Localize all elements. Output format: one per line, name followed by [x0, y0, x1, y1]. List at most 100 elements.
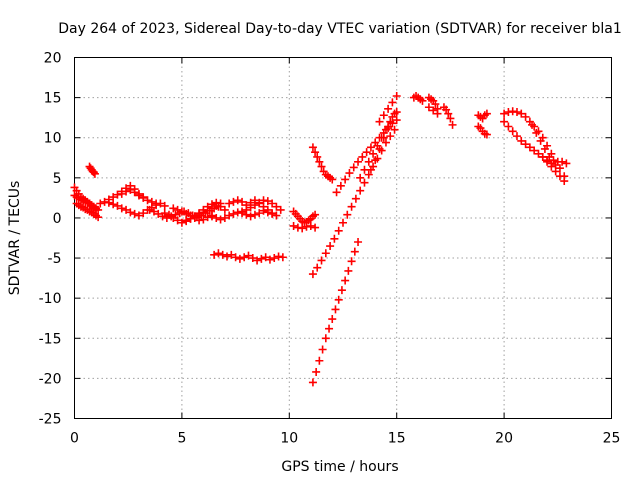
y-axis-label: SDTVAR / TECUs [7, 181, 23, 296]
data-point [433, 109, 442, 118]
data-point [555, 172, 564, 181]
data-point [386, 132, 395, 141]
data-point [504, 108, 513, 117]
data-point [274, 252, 283, 261]
data-point [354, 157, 363, 166]
data-point [149, 207, 158, 216]
data-point [375, 144, 384, 153]
data-point [339, 218, 347, 227]
data-point [334, 226, 343, 235]
x-tick-label: 25 [603, 431, 621, 447]
x-axis-label: GPS time / hours [281, 459, 398, 475]
y-tick-label: -15 [39, 331, 62, 347]
data-point [212, 198, 221, 207]
data-point [177, 218, 186, 227]
chart-title: Day 264 of 2023, Sidereal Day-to-day VTE… [58, 21, 621, 37]
data-point [536, 136, 545, 145]
data-point [308, 270, 317, 279]
data-point [190, 212, 199, 221]
plot-frame [74, 57, 612, 419]
data-point [356, 186, 365, 195]
series-arc-w [375, 92, 401, 126]
data-point [218, 250, 227, 259]
y-tick-label: 10 [44, 131, 62, 147]
x-tick-label: 0 [70, 431, 79, 447]
data-point [203, 202, 212, 211]
data-point [364, 157, 373, 166]
y-tick-label: 15 [44, 91, 62, 107]
series-arc-ah [538, 152, 569, 186]
data-point [244, 251, 253, 260]
data-point [250, 201, 259, 210]
data-point [306, 221, 315, 230]
data-point [392, 108, 401, 117]
data-point [318, 345, 327, 354]
data-point [246, 203, 255, 212]
data-point [263, 197, 272, 206]
data-point [360, 178, 369, 187]
data-point [328, 315, 337, 324]
data-point [130, 188, 139, 197]
series-arc-ad [474, 122, 491, 139]
series-arc-b [70, 191, 103, 214]
data-point [341, 175, 350, 184]
data-point [351, 194, 360, 203]
data-point [381, 138, 390, 147]
data-point [160, 201, 169, 210]
data-point [551, 167, 560, 176]
grid-lines [74, 57, 612, 419]
data-point [214, 249, 223, 258]
data-point [117, 189, 126, 198]
series-arc-t [308, 238, 363, 387]
data-point [139, 193, 148, 202]
series-arc-f [104, 198, 169, 220]
series-arc-u [332, 116, 401, 197]
data-point [418, 96, 427, 105]
data-point [558, 157, 567, 166]
data-point [261, 253, 270, 262]
data-point [317, 256, 326, 265]
data-point [203, 213, 212, 222]
data-point [512, 108, 521, 117]
data-point [216, 215, 225, 224]
data-point [143, 196, 152, 205]
series-arc-c [72, 199, 103, 222]
data-point [298, 224, 307, 233]
data-point [543, 157, 552, 166]
axes [74, 57, 612, 419]
data-point [366, 143, 375, 152]
data-point [96, 199, 105, 208]
data-point [538, 152, 547, 161]
data-point [130, 209, 139, 218]
data-point [328, 175, 337, 184]
data-point [207, 212, 216, 221]
series-arc-ac [474, 109, 491, 123]
data-point [364, 170, 373, 179]
data-point [207, 200, 216, 209]
data-point [263, 205, 272, 214]
data-point [362, 148, 371, 157]
data-point [521, 112, 530, 121]
data-point [113, 190, 122, 199]
data-point [366, 165, 375, 174]
data-point [560, 177, 569, 186]
series-arc-g [117, 185, 161, 208]
series-arc-af [500, 117, 569, 181]
data-point [173, 205, 182, 214]
data-point [152, 199, 161, 208]
data-point [186, 214, 195, 223]
data-point [448, 120, 457, 129]
data-point [308, 378, 317, 387]
data-point [278, 253, 287, 262]
data-point [248, 254, 257, 263]
data-point [235, 254, 244, 263]
data-point [504, 122, 513, 131]
data-point [356, 173, 365, 182]
data-point [392, 92, 401, 101]
data-point [238, 197, 247, 206]
data-point [289, 221, 298, 230]
data-point [94, 205, 103, 214]
data-point [444, 109, 453, 118]
data-point [341, 276, 350, 285]
data-point [392, 116, 401, 125]
